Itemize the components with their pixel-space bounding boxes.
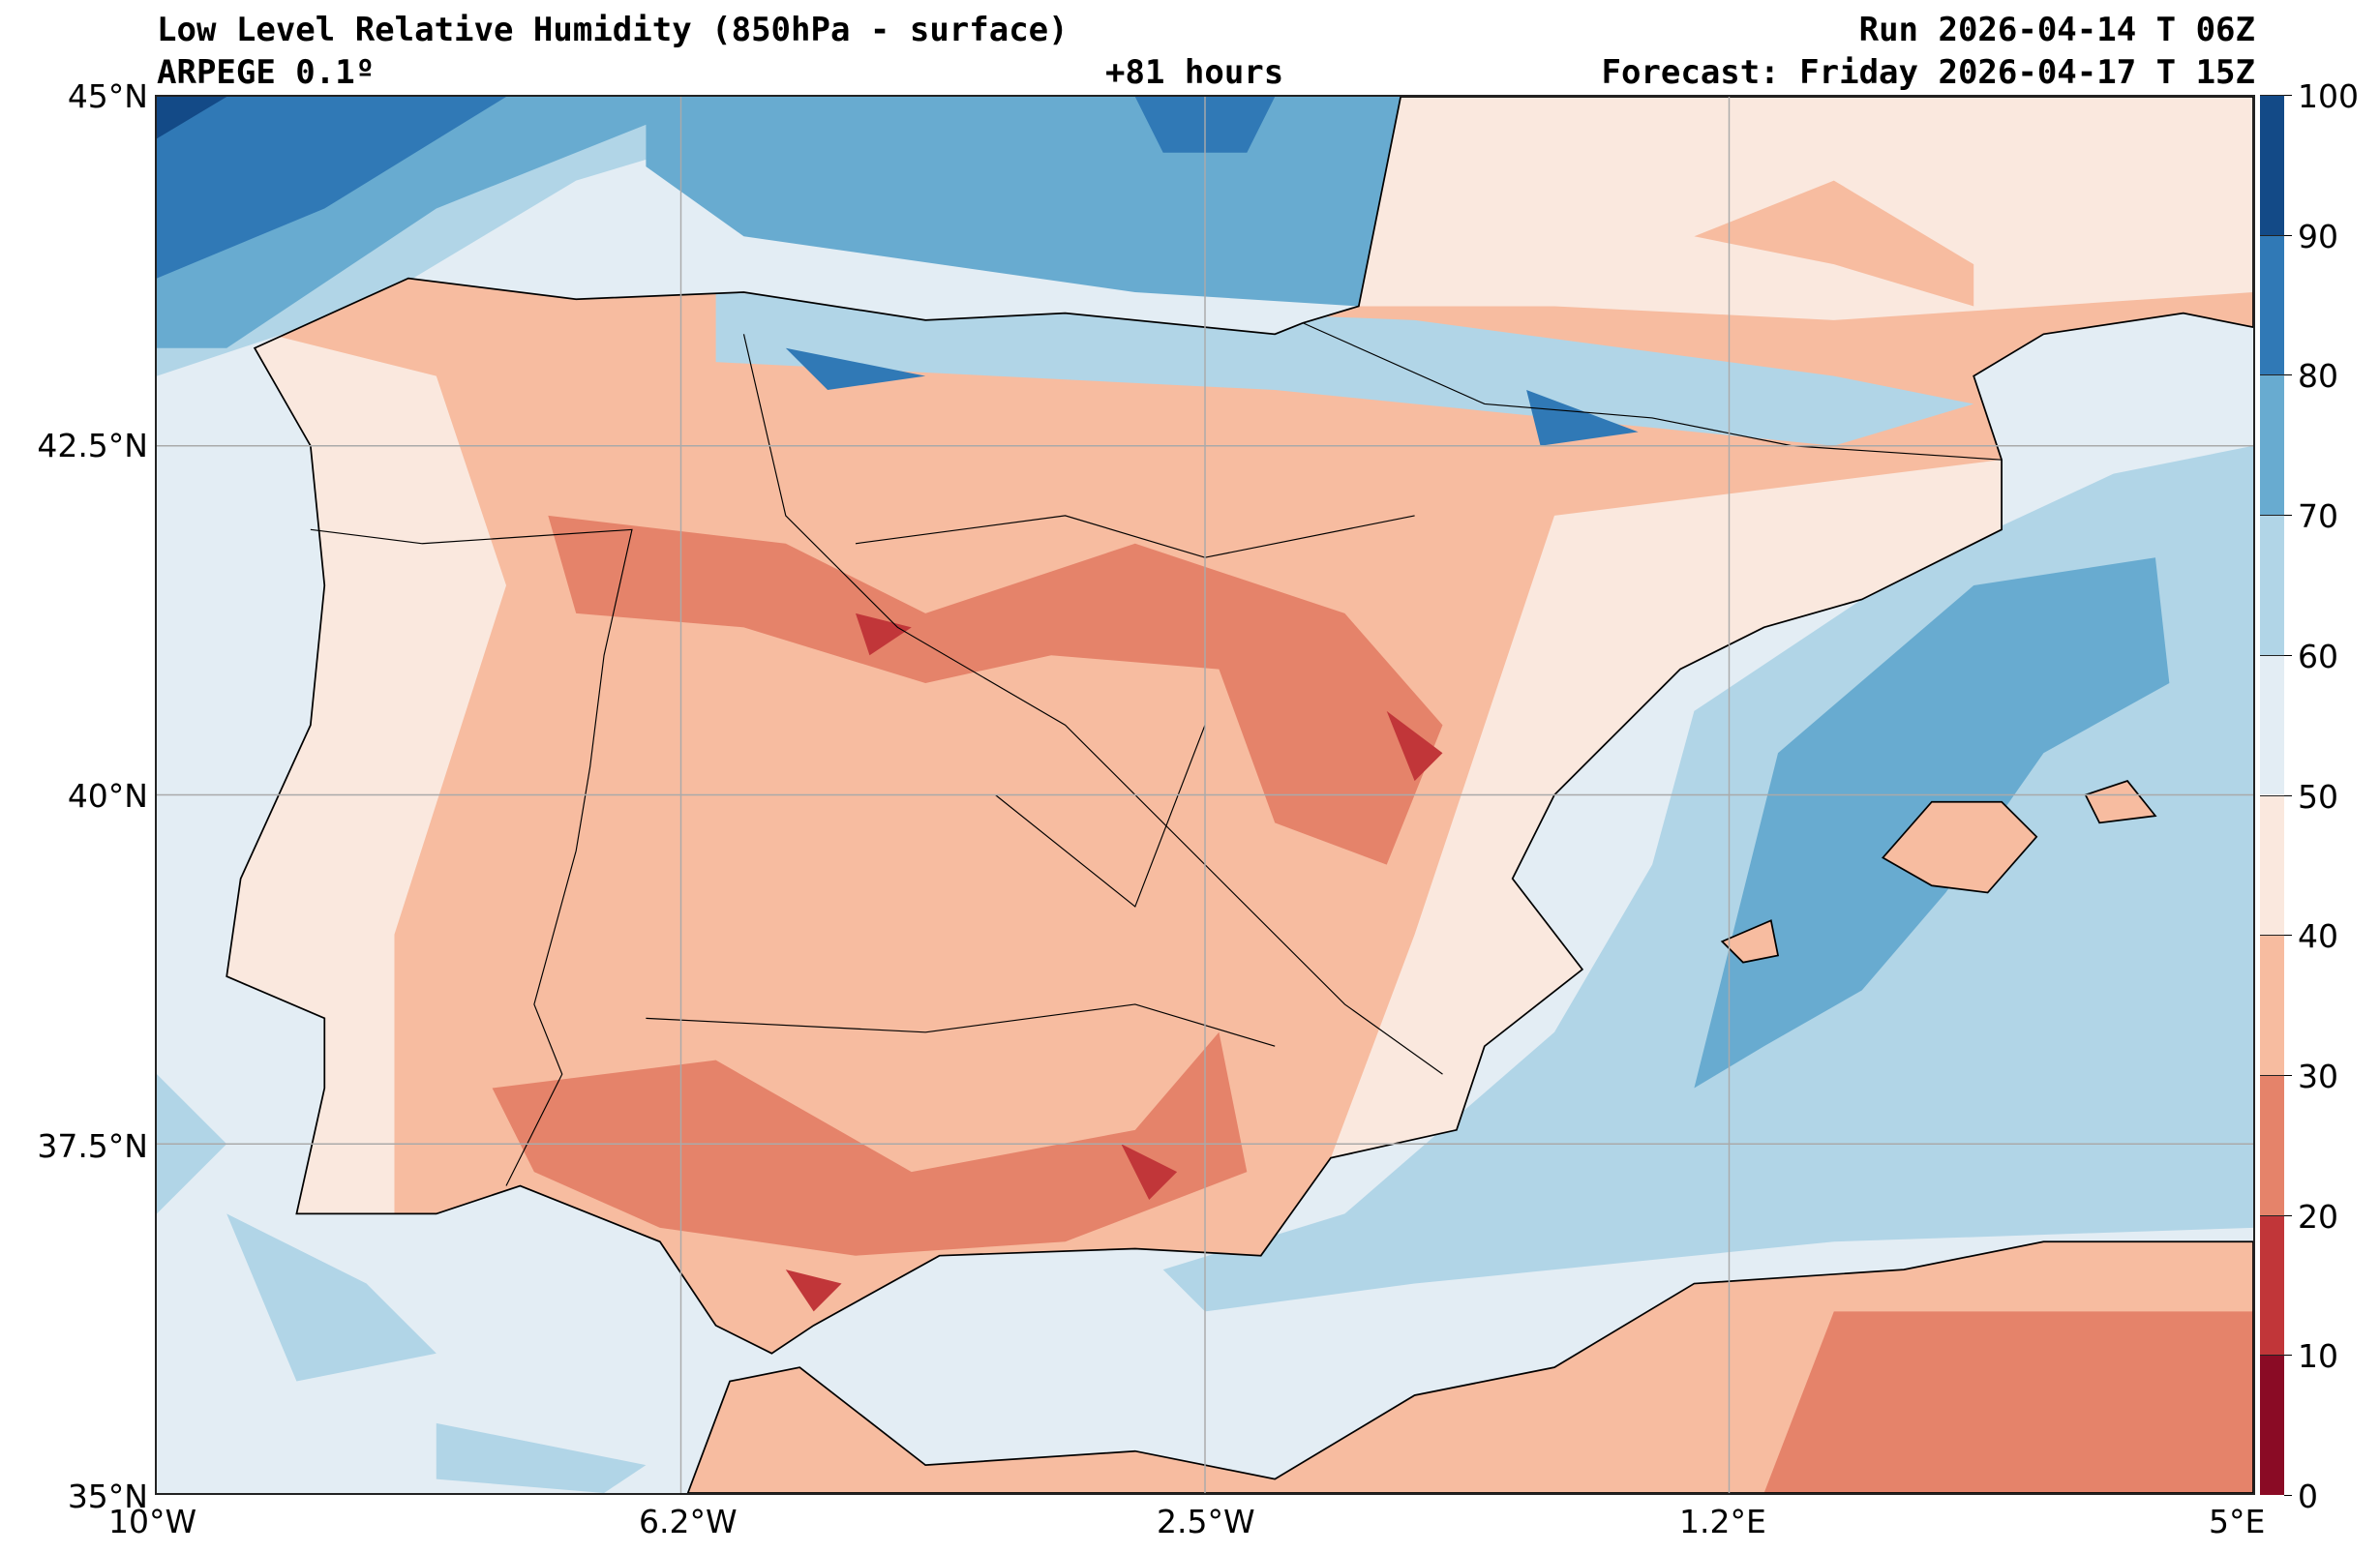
colorbar-tick [2284, 1074, 2292, 1076]
lat-label-45n: 45°N [67, 77, 148, 115]
humidity-map[interactable] [155, 95, 2255, 1495]
colorbar-tick [2284, 1495, 2292, 1496]
colorbar-tick [2284, 95, 2292, 96]
colorbar-tick-label: 30 [2298, 1057, 2338, 1095]
colorbar-tick-label: 0 [2298, 1478, 2318, 1515]
lon-label-2-5w: 2.5°W [1157, 1503, 1255, 1540]
colorbar-segment [2260, 234, 2284, 375]
colorbar [2260, 95, 2284, 1495]
lat-label-40n: 40°N [67, 777, 148, 815]
colorbar-tick [2284, 374, 2292, 376]
atlantic-moist-area [157, 97, 227, 139]
colorbar-tick-label: 70 [2298, 497, 2338, 536]
run-label: Run 2026-04-14 T 06Z [1858, 11, 2255, 49]
colorbar-tick [2284, 794, 2292, 796]
lon-label-6-2w: 6.2°W [639, 1503, 738, 1540]
colorbar-segment [2260, 1214, 2284, 1356]
colorbar-tick [2284, 1355, 2292, 1357]
map-canvas [157, 97, 2253, 1493]
colorbar-tick-label: 60 [2298, 637, 2338, 675]
colorbar-segment [2260, 654, 2284, 795]
colorbar-segment [2260, 515, 2284, 655]
colorbar-tick [2284, 935, 2292, 937]
colorbar-tick-label: 90 [2298, 217, 2338, 255]
forecast-label: Forecast: Friday 2026-04-17 T 15Z [1601, 53, 2255, 92]
colorbar-tick-label: 100 [2298, 77, 2359, 115]
lon-label-1-2e: 1.2°E [1679, 1503, 1766, 1540]
colorbar-tick-label: 80 [2298, 357, 2338, 396]
colorbar-segment [2260, 1074, 2284, 1215]
graticule [157, 97, 2253, 1493]
lon-label-5e: 5°E [2209, 1503, 2266, 1540]
lead-time-label: +81 hours [1105, 53, 1284, 92]
colorbar-segment [2260, 374, 2284, 516]
colorbar-tick-label: 10 [2298, 1337, 2338, 1376]
lat-label-37-5n: 37.5°N [37, 1127, 148, 1165]
map-title: Low Level Relative Humidity (850hPa - su… [157, 11, 1069, 49]
atlantic-moist-area [157, 97, 506, 279]
colorbar-tick-label: 50 [2298, 777, 2338, 816]
lat-label-35n: 35°N [67, 1478, 148, 1515]
colorbar-tick-label: 40 [2298, 917, 2338, 956]
colorbar-tick [2284, 234, 2292, 236]
lon-label-10w: 10°W [108, 1503, 197, 1540]
colorbar-segment [2260, 95, 2284, 235]
colorbar-segment [2260, 1355, 2284, 1495]
colorbar-tick [2284, 515, 2292, 517]
colorbar-segment [2260, 794, 2284, 936]
model-label: ARPEGE 0.1º [157, 53, 376, 92]
colorbar-tick-label: 20 [2298, 1197, 2338, 1236]
lat-label-42-5n: 42.5°N [37, 427, 148, 464]
colorbar-tick [2284, 654, 2292, 656]
borders [310, 322, 2003, 1186]
colorbar-tick [2284, 1214, 2292, 1216]
colorbar-segment [2260, 935, 2284, 1075]
